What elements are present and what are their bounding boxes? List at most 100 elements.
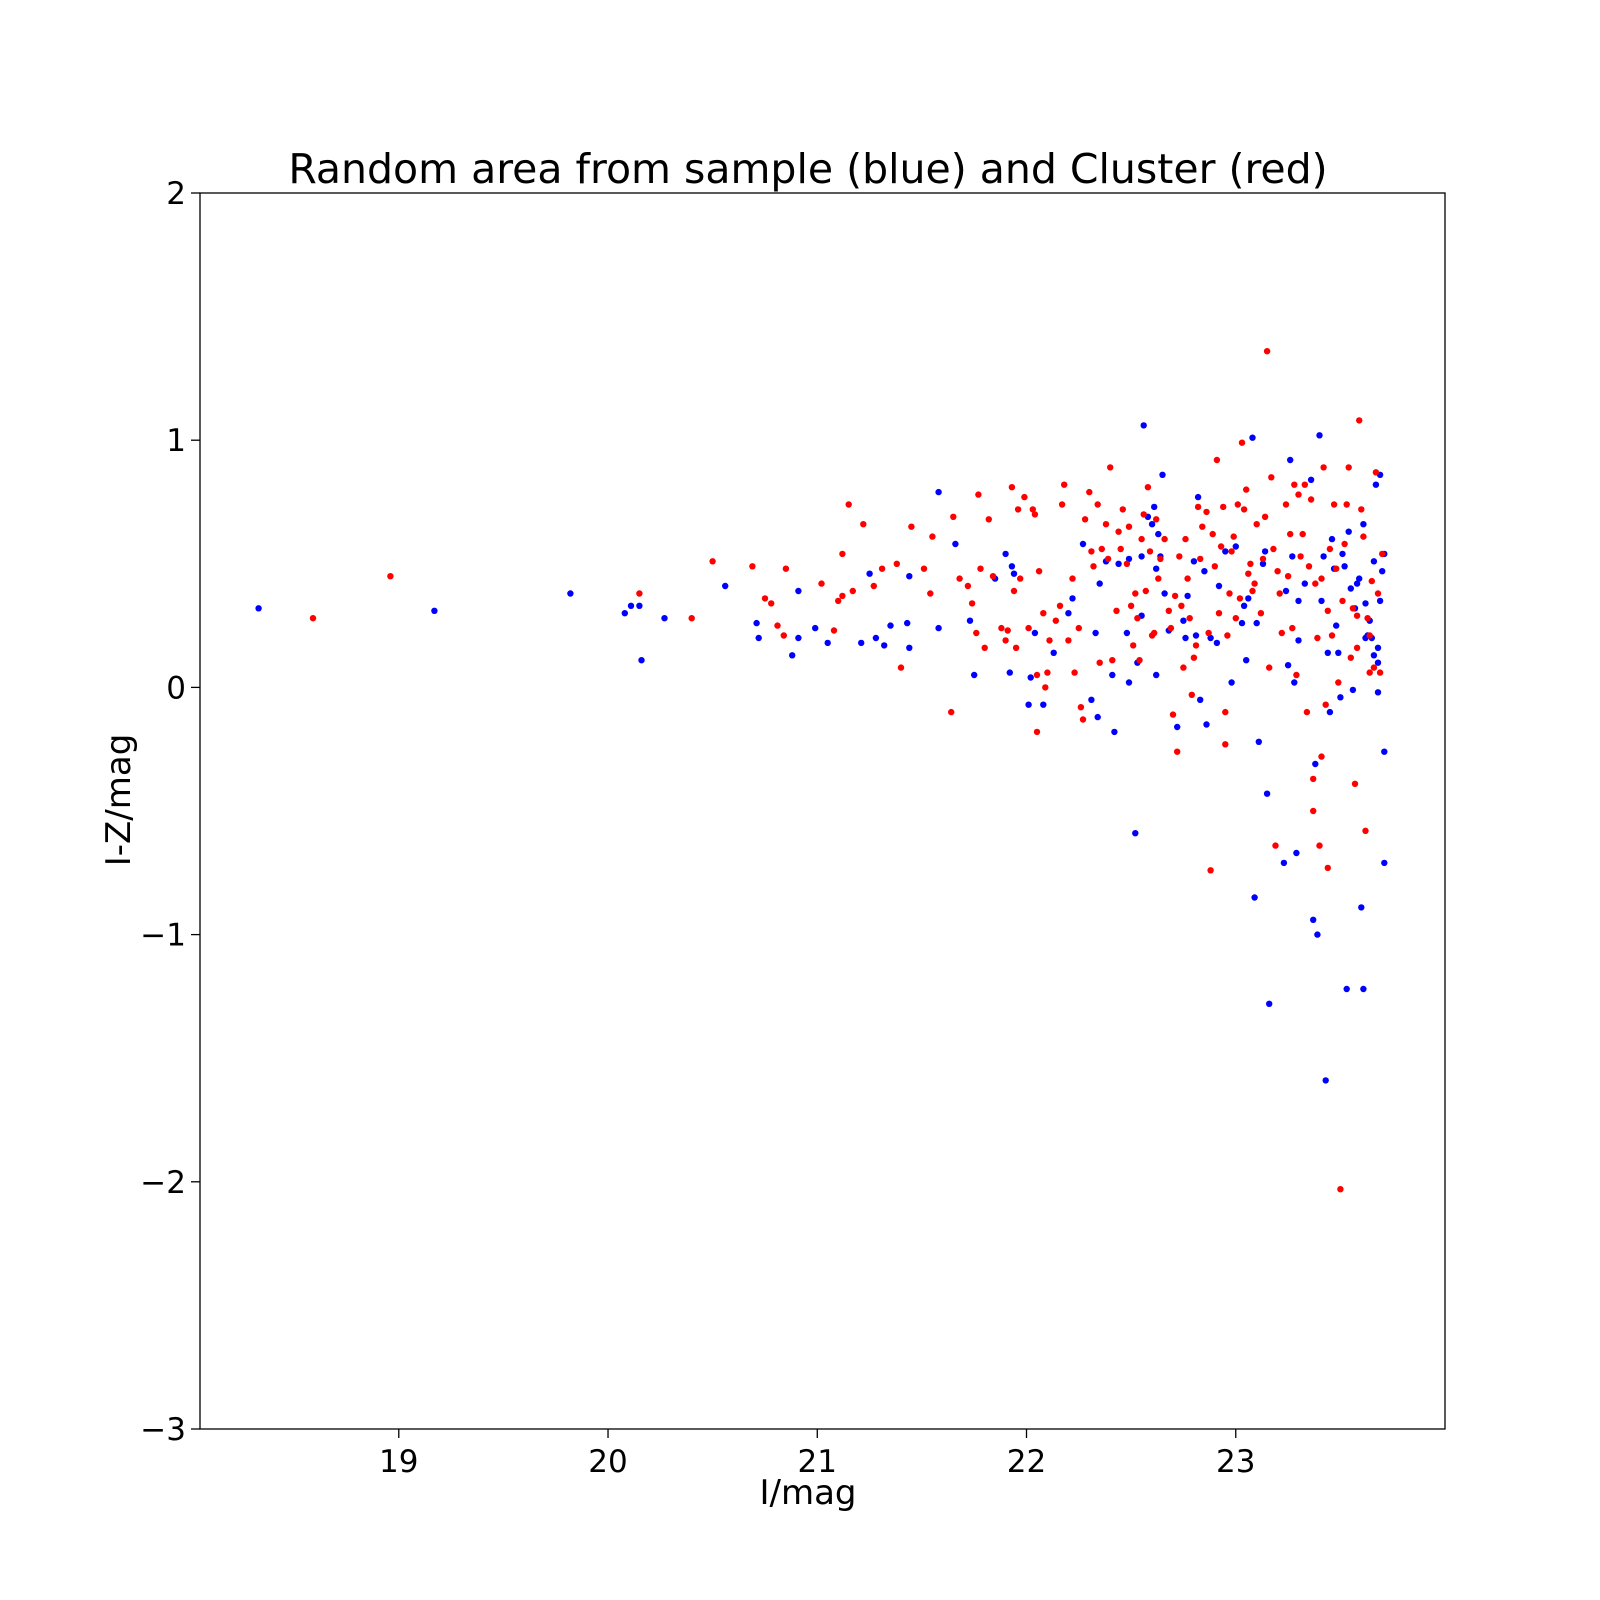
scatter-point-series-1 <box>1337 694 1344 701</box>
scatter-point-series-1 <box>255 605 262 612</box>
scatter-point-series-2 <box>1374 590 1382 597</box>
scatter-point-series-1 <box>1362 600 1369 607</box>
scatter-point-series-1 <box>1161 590 1168 597</box>
scatter-point-series-1 <box>722 582 729 590</box>
scatter-point-series-2 <box>1372 469 1380 476</box>
scatter-point-series-1 <box>1339 550 1346 558</box>
scatter-point-series-1 <box>1092 629 1099 637</box>
scatter-point-series-2 <box>1268 474 1275 481</box>
scatter-point-series-1 <box>1040 701 1047 708</box>
y-tick-label: 0 <box>166 670 186 706</box>
scatter-point-series-2 <box>1333 565 1340 572</box>
scatter-point-series-2 <box>1316 842 1323 849</box>
scatter-point-series-1 <box>1370 558 1378 565</box>
scatter-point-series-2 <box>1209 530 1216 538</box>
scatter-point-series-1 <box>824 639 831 647</box>
scatter-point-series-1 <box>1031 629 1039 637</box>
scatter-point-series-2 <box>1217 543 1225 550</box>
scatter-point-series-2 <box>878 565 886 572</box>
scatter-point-series-1 <box>567 590 574 597</box>
scatter-point-series-2 <box>1284 573 1292 580</box>
scatter-point-series-1 <box>1140 422 1147 429</box>
scatter-point-series-2 <box>1186 615 1193 622</box>
y-tick-label: 2 <box>166 176 186 212</box>
scatter-point-series-1 <box>1006 669 1013 676</box>
scatter-point-series-2 <box>1044 669 1051 676</box>
scatter-point-series-1 <box>1289 553 1296 560</box>
scatter-point-series-2 <box>1224 632 1231 639</box>
scatter-point-series-2 <box>1127 602 1135 609</box>
scatter-point-series-1 <box>1343 985 1350 993</box>
scatter-point-series-2 <box>1289 624 1296 632</box>
scatter-point-series-2 <box>1058 501 1066 508</box>
scatter-point-series-1 <box>1174 723 1181 731</box>
scatter-point-series-2 <box>1226 590 1233 597</box>
scatter-point-series-2 <box>1364 615 1371 622</box>
scatter-point-series-1 <box>1192 632 1200 639</box>
scatter-point-series-2 <box>1194 503 1202 511</box>
scatter-point-series-2 <box>1307 496 1315 503</box>
scatter-point-series-2 <box>1345 464 1352 471</box>
scatter-point-series-1 <box>1088 696 1095 703</box>
scatter-point-series-2 <box>1303 708 1311 716</box>
scatter-point-series-1 <box>1238 619 1246 627</box>
scatter-point-series-1 <box>1123 629 1131 637</box>
scatter-point-series-2 <box>1004 627 1011 634</box>
scatter-point-series-2 <box>1330 501 1338 508</box>
scatter-point-series-2 <box>1102 521 1110 528</box>
scatter-point-series-1 <box>1280 859 1288 867</box>
scatter-point-series-2 <box>1249 587 1256 595</box>
scatter-point-series-1 <box>1324 649 1332 656</box>
scatter-point-series-2 <box>1192 642 1200 649</box>
scatter-point-series-2 <box>1228 548 1235 555</box>
scatter-point-series-2 <box>1358 506 1365 513</box>
chart-title: Random area from sample (blue) and Clust… <box>288 145 1327 193</box>
scatter-point-series-1 <box>1050 649 1057 656</box>
scatter-point-series-2 <box>1069 575 1076 582</box>
scatter-point-series-1 <box>1291 679 1298 686</box>
scatter-point-series-1 <box>1370 652 1378 659</box>
scatter-point-series-2 <box>749 563 756 570</box>
scatter-point-series-1 <box>1374 689 1382 696</box>
scatter-point-series-2 <box>1230 533 1237 540</box>
scatter-point-series-2 <box>1341 540 1348 548</box>
scatter-point-series-2 <box>688 615 695 622</box>
scatter-point-series-2 <box>948 708 955 716</box>
scatter-point-series-1 <box>1328 535 1336 543</box>
scatter-point-series-2 <box>1052 617 1060 624</box>
scatter-point-series-1 <box>431 607 438 614</box>
scatter-point-series-2 <box>1190 654 1198 661</box>
scatter-point-series-1 <box>638 657 645 664</box>
scatter-point-series-2 <box>1328 632 1336 639</box>
scatter-point-series-2 <box>1142 587 1150 595</box>
scatter-point-series-1 <box>621 610 628 617</box>
scatter-point-series-2 <box>709 558 716 565</box>
scatter-point-series-2 <box>849 587 856 595</box>
scatter-point-series-1 <box>1381 859 1388 867</box>
scatter-point-series-1 <box>1025 701 1032 708</box>
scatter-point-series-1 <box>1213 639 1221 647</box>
scatter-point-series-2 <box>1035 568 1043 575</box>
scatter-point-series-2 <box>1366 632 1373 639</box>
scatter-point-series-1 <box>1065 610 1072 617</box>
scatter-point-series-1 <box>1243 657 1250 664</box>
scatter-point-series-2 <box>1274 568 1281 575</box>
scatter-point-series-2 <box>1266 664 1273 671</box>
scatter-point-series-2 <box>1213 456 1221 464</box>
scatter-point-series-2 <box>1287 530 1294 538</box>
scatter-point-series-2 <box>1010 587 1018 595</box>
scatter-point-series-2 <box>964 582 972 590</box>
scatter-point-series-2 <box>1174 748 1181 755</box>
scatter-point-series-1 <box>1207 634 1214 642</box>
scatter-point-series-1 <box>1010 570 1018 577</box>
scatter-point-series-1 <box>1228 679 1235 686</box>
scatter-point-series-2 <box>1071 669 1078 676</box>
scatter-point-series-1 <box>1138 553 1145 560</box>
scatter-point-series-1 <box>1079 540 1087 548</box>
scatter-point-series-2 <box>1247 560 1254 567</box>
scatter-point-series-2 <box>1104 555 1112 563</box>
scatter-point-series-2 <box>845 501 852 508</box>
scatter-point-series-2 <box>1205 629 1212 637</box>
scatter-point-series-2 <box>1002 637 1009 644</box>
scatter-point-series-2 <box>1240 506 1248 513</box>
